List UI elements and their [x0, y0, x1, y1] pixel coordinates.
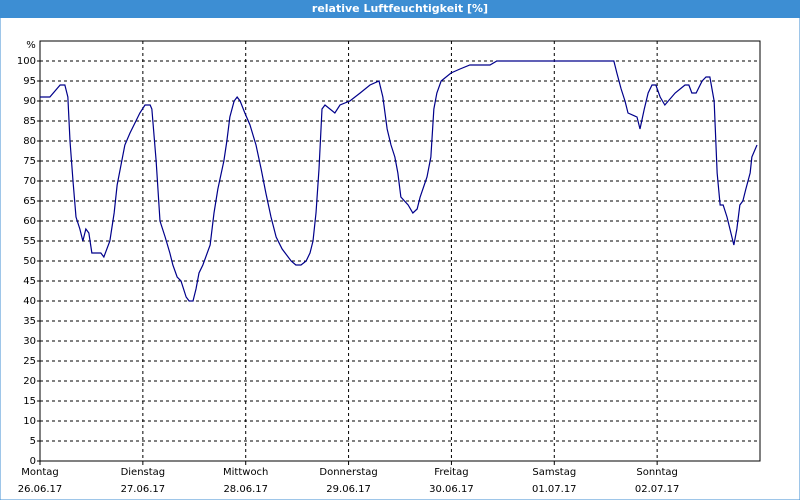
y-tick-label: 40 [23, 296, 36, 307]
y-tick-label: 80 [23, 136, 36, 147]
y-tick-label: 70 [23, 176, 36, 187]
y-tick-label: 55 [23, 236, 36, 247]
x-tick-date: 26.06.17 [18, 484, 63, 495]
x-tick-label: Mittwoch [223, 467, 268, 478]
x-tick-date: 29.06.17 [326, 484, 371, 495]
data-line [40, 60, 758, 302]
x-tick-label: Freitag [434, 467, 468, 478]
x-tick-label: Donnerstag [319, 467, 377, 478]
title-bar [0, 0, 800, 18]
y-tick-label: 95 [23, 76, 36, 87]
y-tick-label: 30 [23, 336, 36, 347]
y-tick-label: 75 [23, 156, 36, 167]
x-tick-label: Dienstag [121, 467, 166, 478]
x-tick-date: 28.06.17 [223, 484, 268, 495]
y-tick-label: 85 [23, 116, 36, 127]
x-tick-label: Sonntag [636, 467, 678, 478]
y-tick-label: 5 [30, 436, 36, 447]
y-tick-label: 25 [23, 356, 36, 367]
y-tick-label: 60 [23, 216, 36, 227]
y-tick-label: 0 [30, 456, 36, 467]
x-tick-label: Samstag [532, 467, 576, 478]
y-tick-label: 15 [23, 396, 36, 407]
y-unit: % [26, 40, 36, 51]
x-tick-date: 02.07.17 [635, 484, 680, 495]
y-tick-label: 65 [23, 196, 36, 207]
chart-title: relative Luftfeuchtigkeit [%] [312, 2, 488, 15]
x-tick-date: 27.06.17 [121, 484, 166, 495]
plot-area [39, 40, 761, 462]
y-tick-label: 10 [23, 416, 36, 427]
y-tick-label: 20 [23, 376, 36, 387]
y-tick-label: 50 [23, 256, 36, 267]
y-tick-label: 45 [23, 276, 36, 287]
y-tick-label: 100 [17, 56, 36, 67]
y-tick-label: 90 [23, 96, 36, 107]
x-tick-date: 30.06.17 [429, 484, 474, 495]
x-tick-label: Montag [21, 467, 58, 478]
y-tick-label: 35 [23, 316, 36, 327]
x-tick-date: 01.07.17 [532, 484, 577, 495]
